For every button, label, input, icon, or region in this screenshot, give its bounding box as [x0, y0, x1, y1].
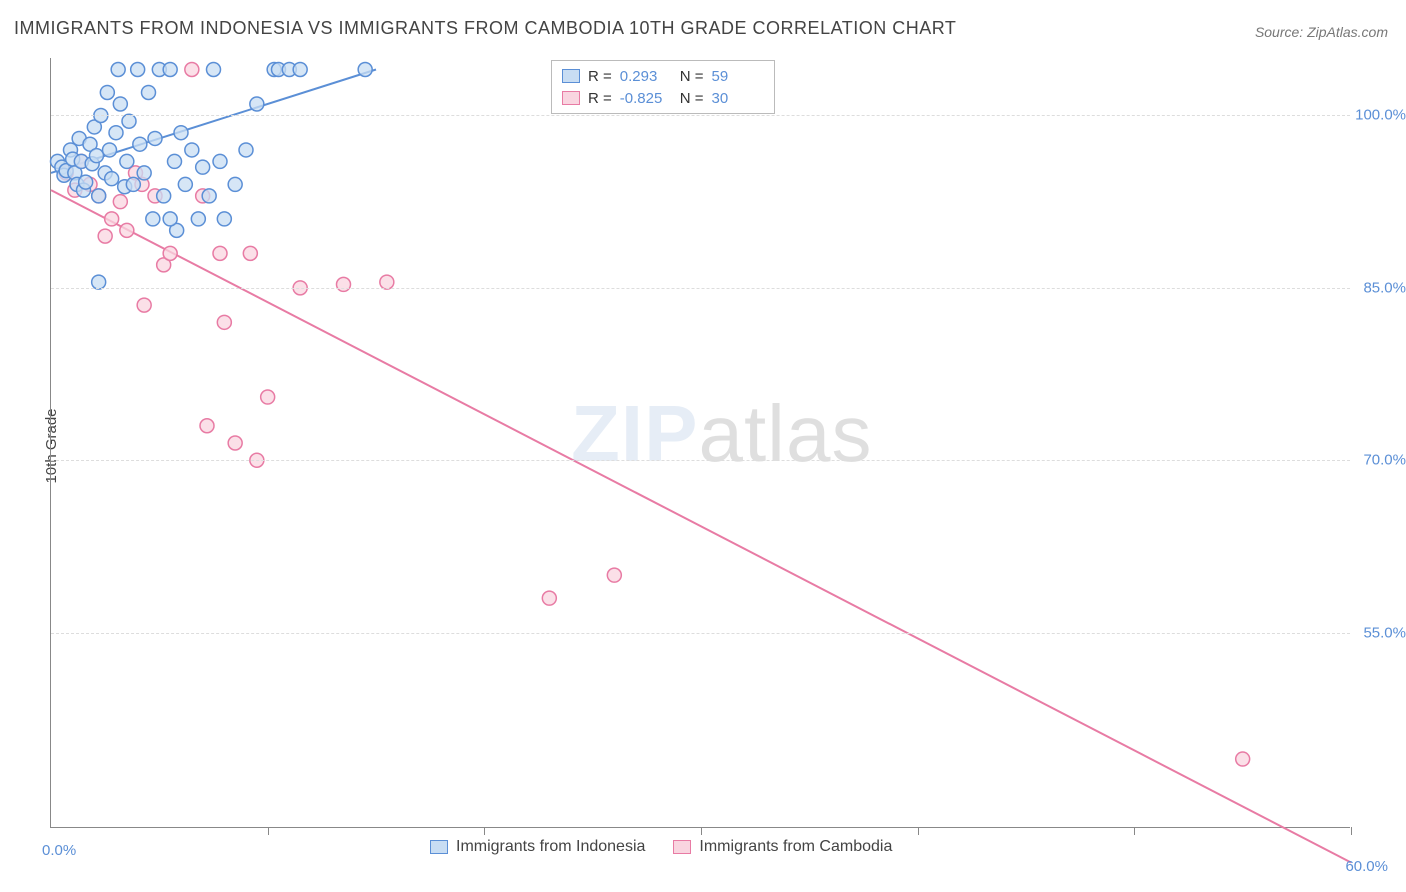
data-point: [337, 277, 351, 291]
data-point: [126, 177, 140, 191]
plot-svg: [51, 58, 1350, 827]
data-point: [228, 436, 242, 450]
data-point: [113, 97, 127, 111]
data-point: [103, 143, 117, 157]
data-point: [202, 189, 216, 203]
x-tick: [484, 827, 485, 835]
data-point: [200, 419, 214, 433]
data-point: [131, 62, 145, 76]
data-point: [79, 175, 93, 189]
data-point: [239, 143, 253, 157]
r-value-1: -0.825: [620, 90, 672, 107]
data-point: [607, 568, 621, 582]
data-point: [90, 149, 104, 163]
data-point: [178, 177, 192, 191]
data-point: [293, 62, 307, 76]
data-point: [98, 229, 112, 243]
data-point: [243, 246, 257, 260]
data-point: [137, 166, 151, 180]
swatch-cambodia: [562, 91, 580, 105]
data-point: [250, 97, 264, 111]
legend-row-cambodia: R = -0.825 N = 30: [562, 87, 764, 109]
x-tick-0: 0.0%: [42, 842, 76, 859]
x-tick: [918, 827, 919, 835]
gridline-h: [51, 288, 1350, 289]
data-point: [191, 212, 205, 226]
gridline-h: [51, 460, 1350, 461]
data-point: [196, 160, 210, 174]
data-point: [228, 177, 242, 191]
data-point: [133, 137, 147, 151]
data-point: [213, 154, 227, 168]
x-tick-60: 60.0%: [1345, 858, 1388, 875]
data-point: [168, 154, 182, 168]
data-point: [137, 298, 151, 312]
data-point: [185, 62, 199, 76]
data-point: [207, 62, 221, 76]
data-point: [109, 126, 123, 140]
y-tick-label: 85.0%: [1363, 279, 1406, 296]
data-point: [217, 315, 231, 329]
data-point: [213, 246, 227, 260]
data-point: [358, 62, 372, 76]
y-tick-label: 100.0%: [1355, 107, 1406, 124]
data-point: [105, 212, 119, 226]
data-point: [163, 62, 177, 76]
data-point: [185, 143, 199, 157]
series-legend: Immigrants from Indonesia Immigrants fro…: [430, 838, 892, 856]
data-point: [120, 223, 134, 237]
swatch-cambodia-bottom: [673, 840, 691, 854]
x-tick: [701, 827, 702, 835]
data-point: [100, 85, 114, 99]
data-point: [261, 390, 275, 404]
swatch-indonesia-bottom: [430, 840, 448, 854]
data-point: [157, 189, 171, 203]
x-tick: [1351, 827, 1352, 835]
data-point: [148, 131, 162, 145]
data-point: [163, 246, 177, 260]
data-point: [146, 212, 160, 226]
n-label-0: N =: [680, 68, 704, 85]
correlation-legend: R = 0.293 N = 59 R = -0.825 N = 30: [551, 60, 775, 114]
data-point: [113, 195, 127, 209]
data-point: [142, 85, 156, 99]
swatch-indonesia: [562, 69, 580, 83]
data-point: [1236, 752, 1250, 766]
n-label-1: N =: [680, 90, 704, 107]
r-value-0: 0.293: [620, 68, 672, 85]
data-point: [217, 212, 231, 226]
data-point: [105, 172, 119, 186]
data-point: [174, 126, 188, 140]
gridline-h: [51, 633, 1350, 634]
data-point: [111, 62, 125, 76]
legend-row-indonesia: R = 0.293 N = 59: [562, 65, 764, 87]
y-tick-label: 55.0%: [1363, 624, 1406, 641]
x-tick: [268, 827, 269, 835]
plot-area: ZIPatlas R = 0.293 N = 59 R = -0.825 N =…: [50, 58, 1350, 828]
y-tick-label: 70.0%: [1363, 452, 1406, 469]
x-tick: [1134, 827, 1135, 835]
legend-item-indonesia: Immigrants from Indonesia: [430, 838, 645, 856]
regression-line: [51, 190, 1351, 862]
source-attribution: Source: ZipAtlas.com: [1255, 24, 1388, 40]
data-point: [120, 154, 134, 168]
n-value-1: 30: [712, 90, 764, 107]
gridline-h: [51, 115, 1350, 116]
data-point: [542, 591, 556, 605]
data-point: [163, 212, 177, 226]
legend-label-indonesia: Immigrants from Indonesia: [456, 838, 645, 856]
r-label-1: R =: [588, 90, 612, 107]
n-value-0: 59: [712, 68, 764, 85]
chart-title: IMMIGRANTS FROM INDONESIA VS IMMIGRANTS …: [14, 18, 956, 39]
legend-label-cambodia: Immigrants from Cambodia: [699, 838, 892, 856]
data-point: [92, 189, 106, 203]
legend-item-cambodia: Immigrants from Cambodia: [673, 838, 892, 856]
r-label-0: R =: [588, 68, 612, 85]
